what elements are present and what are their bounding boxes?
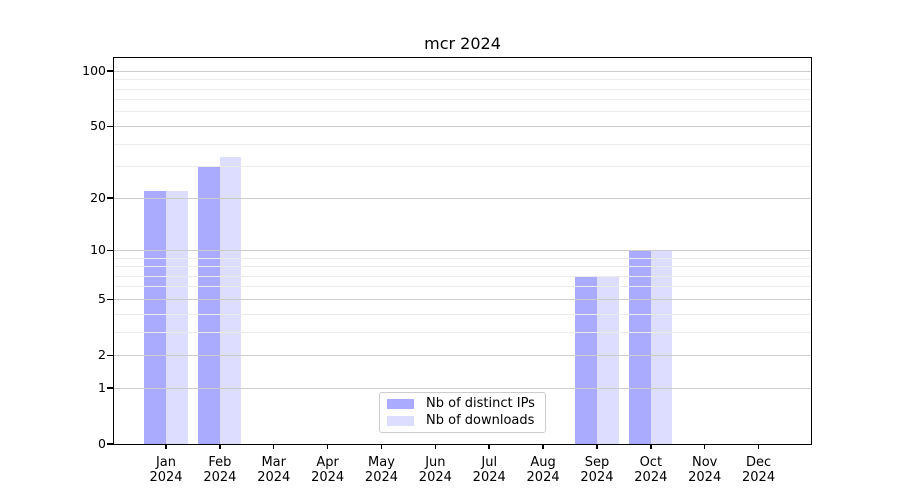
bar-nb-of-distinct-ips-Feb — [198, 166, 220, 444]
y-tick-mark — [107, 387, 113, 389]
x-tick-label-year: 2024 — [580, 470, 614, 485]
x-tick-label-year: 2024 — [364, 470, 399, 485]
x-tick-label: Jan 2024 — [149, 455, 183, 485]
gridline-minor — [114, 257, 811, 259]
y-tick-mark — [107, 70, 113, 72]
y-tick-mark — [107, 443, 113, 445]
legend-item-downloads: Nb of downloads — [380, 413, 545, 431]
y-tick-label: 20 — [90, 190, 106, 206]
plot-area: 100 50 20 10 5 2 1 0 Jan 2024 Feb 2024 Mar 2024 Apr 202… — [82, 58, 811, 485]
y-tick-label: 0 — [98, 436, 106, 451]
x-tick-mark — [272, 444, 275, 449]
bar-nb-of-downloads-Sep — [596, 276, 619, 444]
legend-label-downloads: Nb of downloads — [426, 413, 535, 429]
x-tick-mark — [542, 444, 544, 449]
y-tick-mark — [107, 197, 113, 199]
bar-nb-of-distinct-ips-Oct — [629, 250, 651, 444]
y-tick-label: 2 — [98, 347, 106, 363]
legend-label-distinct-ips: Nb of distinct IPs — [426, 395, 535, 411]
x-tick-label: Sep 2024 — [580, 455, 614, 485]
x-tick-label-year: 2024 — [149, 470, 183, 485]
x-tick-label-year: 2024 — [311, 470, 345, 485]
gridline-major — [114, 197, 811, 199]
gridline-minor — [114, 143, 811, 145]
x-tick-mark — [650, 444, 652, 449]
x-tick-label-year: 2024 — [526, 470, 560, 485]
x-tick-label-year: 2024 — [418, 470, 452, 485]
y-tick-mark — [107, 354, 113, 357]
x-tick-label: Apr 2024 — [311, 455, 345, 485]
gridline-minor — [114, 331, 811, 333]
bar-nb-of-downloads-Feb — [219, 156, 242, 444]
x-tick-label-year: 2024 — [257, 470, 291, 485]
x-tick-label-year: 2024 — [203, 470, 237, 485]
bar-nb-of-distinct-ips-Jan — [144, 190, 166, 444]
legend-swatch-downloads — [387, 416, 414, 427]
x-tick-mark — [326, 444, 329, 449]
x-tick-label-year: 2024 — [742, 470, 776, 485]
x-tick-label: Jun 2024 — [418, 455, 452, 485]
legend-item-distinct-ips: Nb of distinct IPs — [380, 395, 545, 413]
x-tick-mark — [757, 444, 760, 449]
bar-nb-of-distinct-ips-Sep — [575, 276, 597, 444]
x-tick-mark — [434, 444, 437, 449]
x-tick-label: Jul 2024 — [472, 455, 506, 485]
gridline-minor — [114, 286, 811, 288]
x-tick-label: Mar 2024 — [257, 455, 291, 485]
y-tick-mark — [107, 249, 113, 252]
y-tick-label: 100 — [82, 63, 106, 79]
gridline-major — [114, 125, 811, 127]
legend: Nb of distinct IPs Nb of downloads — [379, 392, 546, 433]
y-tick-label: 5 — [98, 291, 106, 307]
x-tick-mark — [488, 444, 490, 449]
x-tick-label: Oct 2024 — [634, 455, 668, 485]
x-tick-label: May 2024 — [364, 455, 399, 485]
gridline-minor — [114, 275, 811, 277]
gridline-minor — [114, 99, 811, 101]
gridline-minor — [114, 88, 811, 90]
legend-swatch-distinct-ips — [387, 398, 414, 409]
x-tick-mark — [219, 444, 221, 449]
y-tick-label: 10 — [90, 242, 106, 258]
gridline-minor — [114, 266, 811, 268]
gridline-major — [114, 70, 811, 72]
gridline-major — [114, 298, 811, 300]
gridline-minor — [114, 111, 811, 113]
x-tick-label-year: 2024 — [634, 470, 668, 485]
x-tick-label: Aug 2024 — [526, 455, 560, 485]
gridline-minor — [114, 79, 811, 81]
x-tick-mark — [380, 444, 383, 449]
gridline-major — [114, 387, 811, 389]
x-tick-label: Nov 2024 — [688, 455, 722, 485]
gridline-major — [114, 354, 811, 356]
x-tick-mark — [596, 444, 598, 449]
x-tick-label-year: 2024 — [472, 470, 506, 485]
bar-nb-of-downloads-Jan — [166, 190, 188, 444]
x-tick-mark — [165, 444, 167, 449]
y-tick-mark — [107, 125, 113, 128]
x-tick-label: Feb 2024 — [203, 455, 237, 485]
y-tick-label: 1 — [98, 380, 106, 396]
y-tick-label: 50 — [90, 118, 106, 134]
chart-title: mcr 2024 — [424, 34, 501, 53]
bar-nb-of-downloads-Oct — [650, 250, 673, 444]
y-tick-mark — [107, 298, 113, 301]
x-tick-label: Dec 2024 — [742, 455, 776, 485]
gridline-minor — [114, 313, 811, 315]
gridline-minor — [114, 166, 811, 168]
x-tick-label-year: 2024 — [688, 470, 722, 485]
x-tick-mark — [703, 444, 706, 449]
gridline-major — [114, 249, 811, 251]
